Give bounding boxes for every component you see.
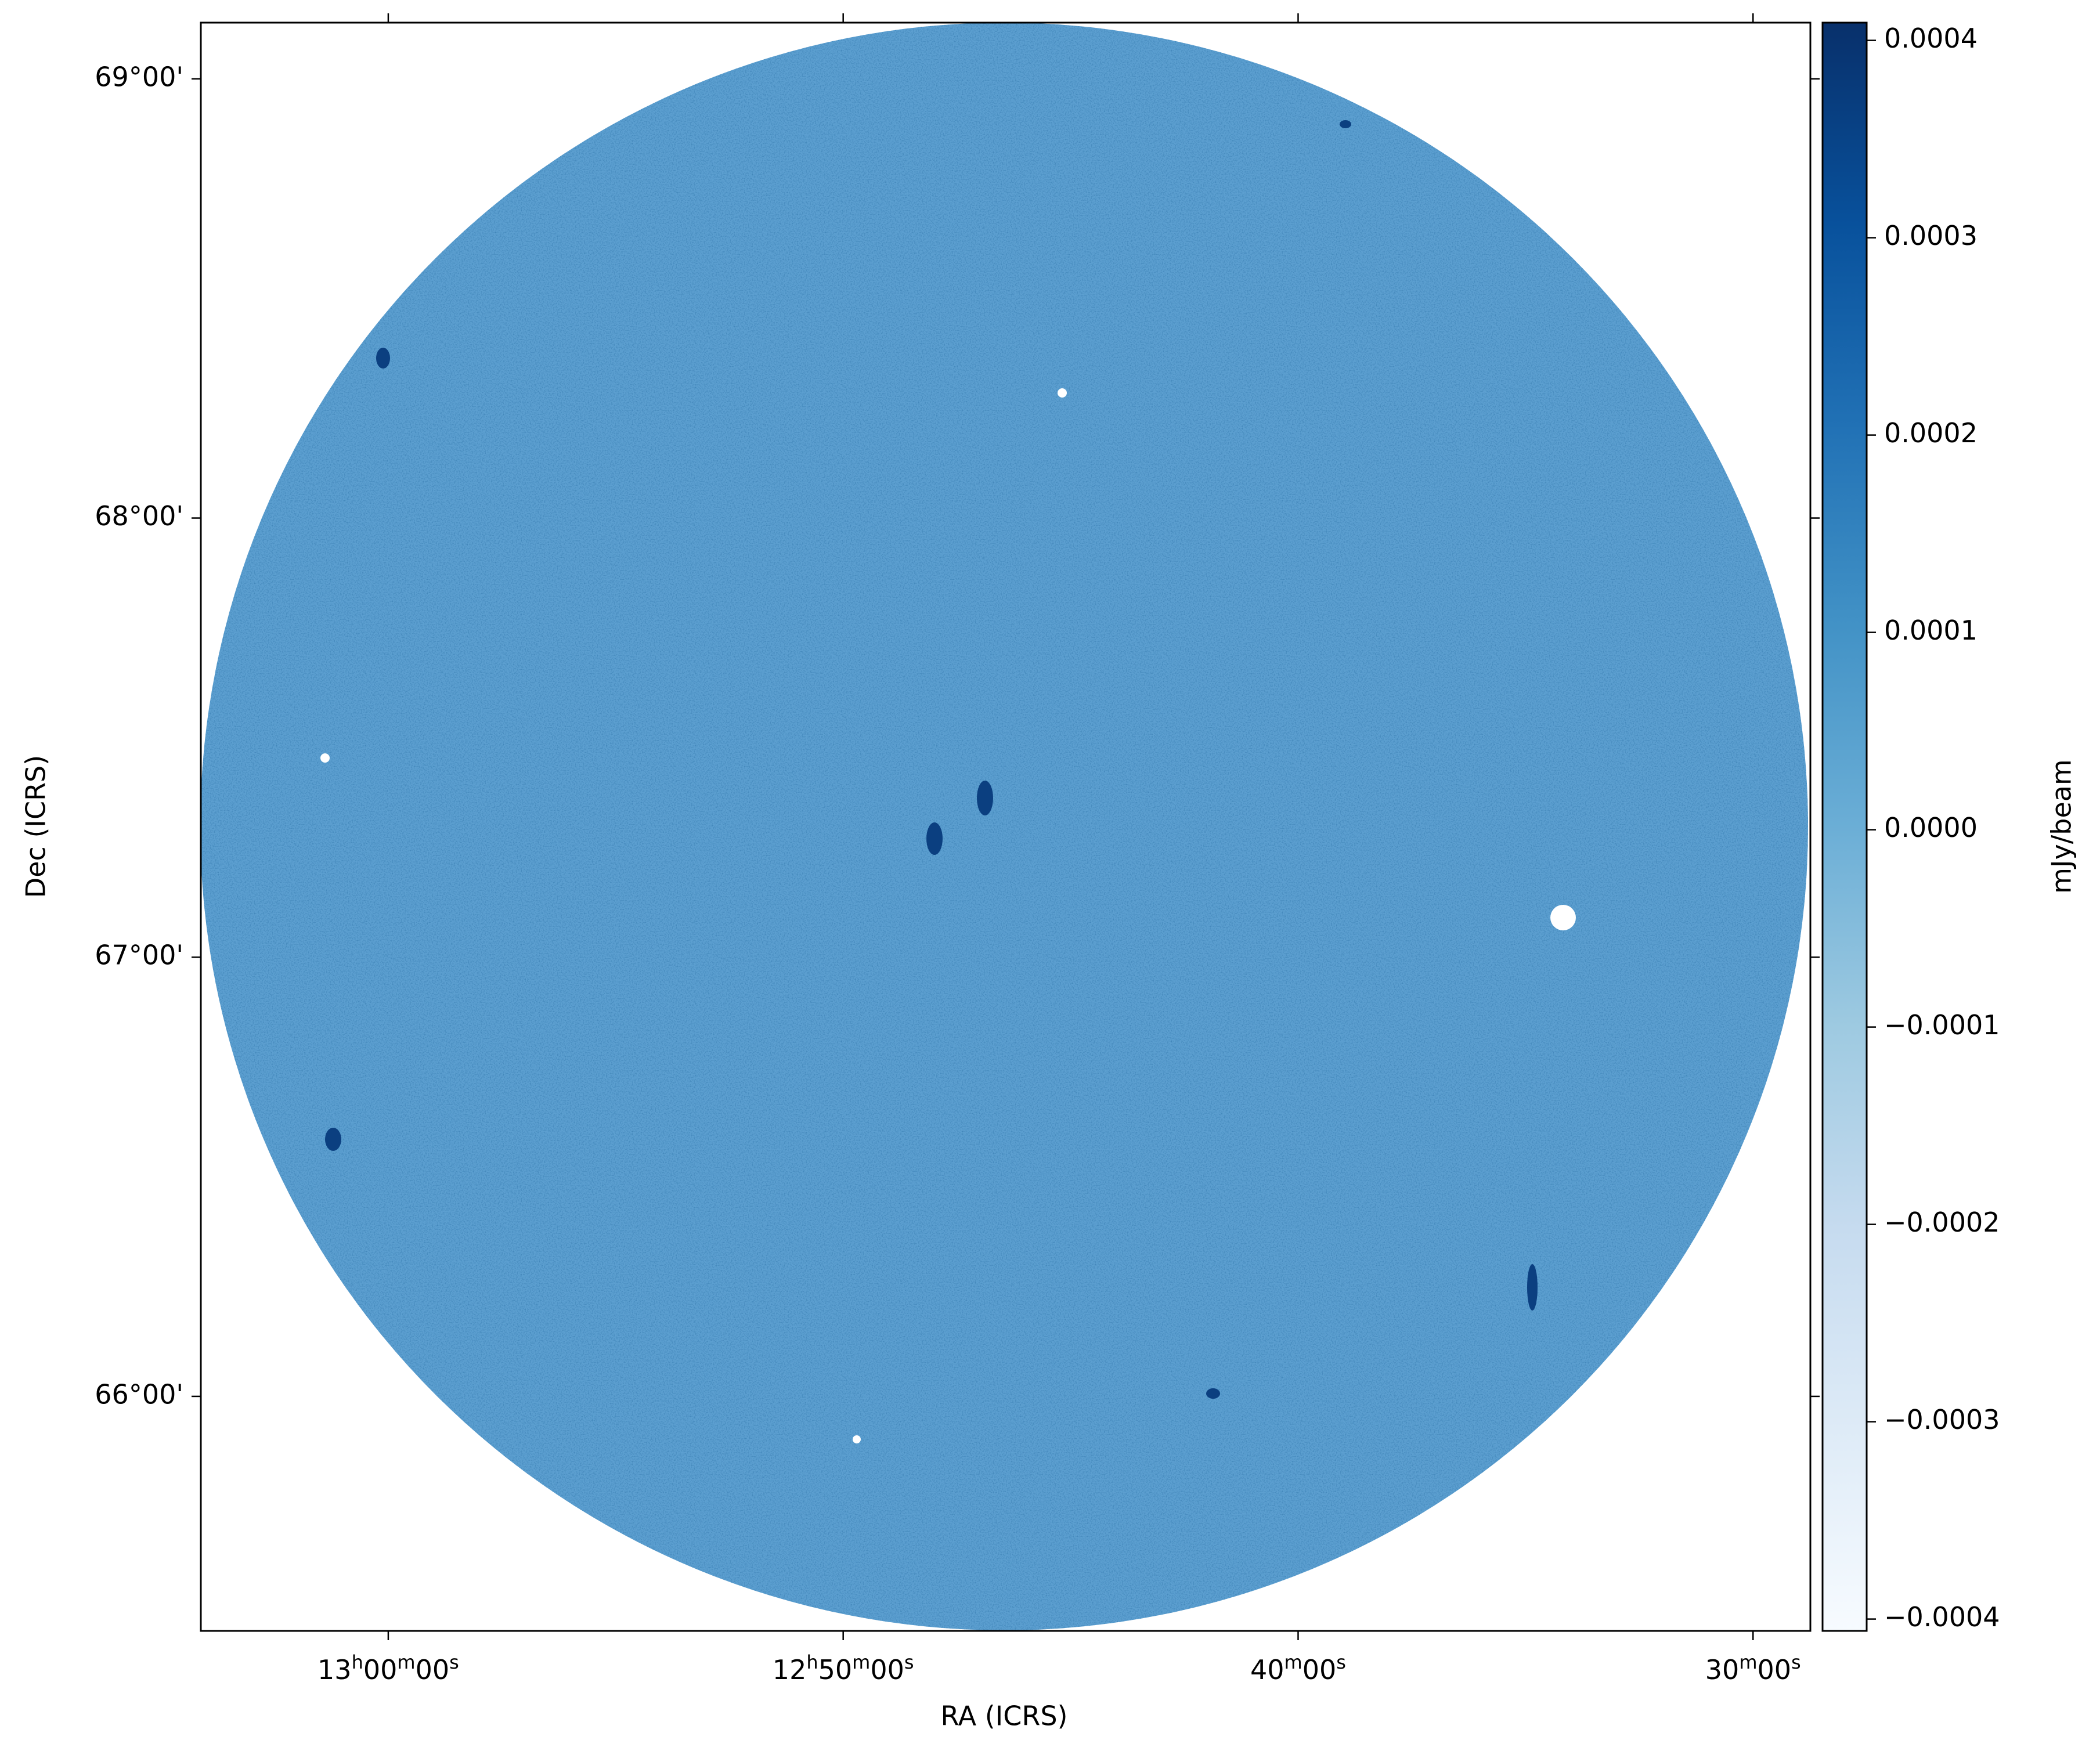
y-axis-label: Dec (ICRS) [20, 755, 52, 898]
y-tick-label: 68°00' [95, 500, 183, 532]
colorbar-label: mJy/beam [2046, 759, 2077, 894]
x-tick-label: 30m00s [1705, 1651, 1801, 1685]
colorbar-tick-label: −0.0001 [1884, 1009, 2000, 1041]
colorbar [1821, 21, 1868, 1632]
colorbar-tick-label: 0.0003 [1884, 220, 1978, 251]
colorbar-tick-label: 0.0002 [1884, 417, 1978, 449]
y-tick-label: 67°00' [95, 940, 183, 971]
x-tick-label: 13h00m00s [317, 1651, 459, 1685]
y-tick-label: 66°00' [95, 1378, 183, 1410]
colorbar-tick-label: −0.0002 [1884, 1207, 2000, 1238]
axes-frame [200, 21, 1812, 1632]
x-axis-label: RA (ICRS) [941, 1701, 1068, 1732]
colorbar-tick-label: −0.0004 [1884, 1601, 2000, 1633]
colorbar-tick-label: −0.0003 [1884, 1404, 2000, 1435]
image-disk [201, 23, 1808, 1630]
sources [325, 120, 1538, 1399]
colorbar-tick-label: 0.0000 [1884, 812, 1978, 843]
colorbar-tick-label: 0.0004 [1884, 23, 1978, 54]
bright-sources [320, 388, 1576, 1443]
y-tick-label: 69°00' [95, 61, 183, 92]
colorbar-tick-label: 0.0001 [1884, 615, 1978, 646]
sky-image [201, 23, 1808, 1630]
x-tick-label: 40m00s [1250, 1651, 1346, 1685]
x-tick-label: 12h50m00s [773, 1651, 914, 1685]
